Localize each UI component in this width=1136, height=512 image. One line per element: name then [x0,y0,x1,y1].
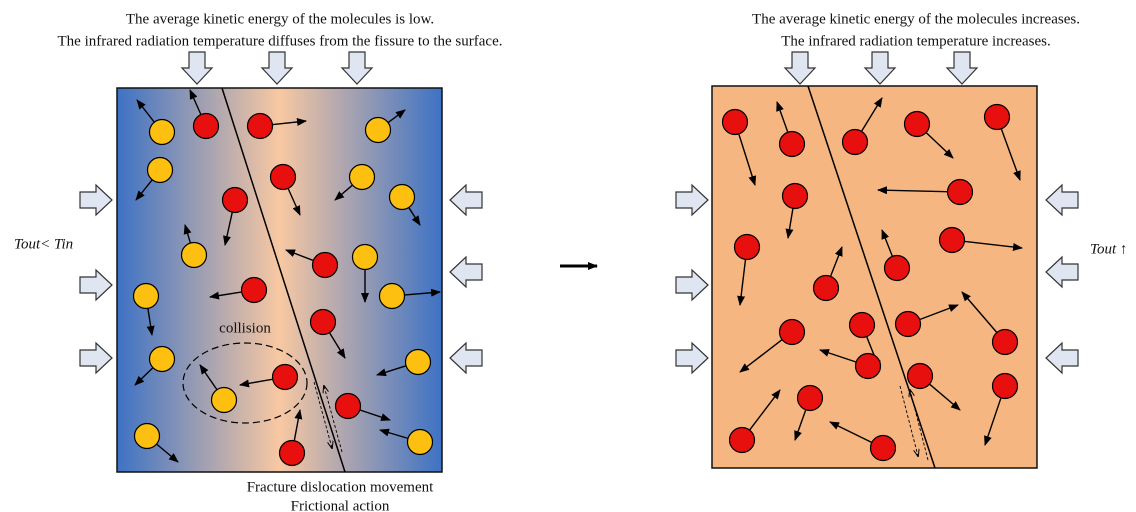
cool-molecule [406,350,431,375]
cool-molecule [212,388,237,413]
cool-molecule [182,243,207,268]
hot-molecule [336,394,361,419]
hot-molecule [735,235,760,260]
hot-molecule [273,365,298,390]
hot-molecule [280,441,305,466]
cool-molecule [408,430,433,455]
left-box [117,88,442,472]
fracture-caption: Fracture dislocation movement [247,479,434,495]
hot-molecule [723,110,748,135]
cool-molecule [150,347,175,372]
cool-molecule [366,118,391,143]
hot-molecule [843,130,868,155]
cool-molecule [350,165,375,190]
hot-molecule [313,253,338,278]
cool-molecule [150,120,175,145]
hot-molecule [993,330,1018,355]
caption: The infrared radiation temperature diffu… [58,33,503,49]
cool-molecule [353,245,378,270]
hot-molecule [311,310,336,335]
hot-molecule [856,354,881,379]
hot-molecule [730,428,755,453]
hot-molecule [780,320,805,345]
hot-molecule [985,105,1010,130]
caption: The average kinetic energy of the molecu… [752,11,1080,27]
cool-molecule [390,185,415,210]
hot-molecule [194,114,219,139]
hot-molecule [783,184,808,209]
hot-molecule [896,312,921,337]
diagram: The average kinetic energy of the molecu… [0,0,1136,512]
hot-molecule [798,386,823,411]
hot-molecule [248,114,273,139]
hot-molecule [223,188,248,213]
cool-molecule [380,284,405,309]
hot-molecule [993,374,1018,399]
hot-molecule [885,256,910,281]
hot-molecule [850,313,875,338]
hot-molecule [814,276,839,301]
cool-molecule [135,424,160,449]
side-label: Tout< Tin [14,236,73,252]
hot-molecule [242,278,267,303]
fracture-caption: Frictional action [291,498,390,512]
hot-molecule [271,165,296,190]
hot-molecule [871,436,896,461]
hot-molecule [780,132,805,157]
cool-molecule [148,158,173,183]
right-box [712,86,1037,468]
caption: The average kinetic energy of the molecu… [126,11,434,27]
hot-molecule [908,364,933,389]
hot-molecule [905,112,930,137]
collision-label: collision [219,320,271,336]
side-label: Tout ↑ [1090,241,1127,257]
hot-molecule [948,180,973,205]
cool-molecule [134,284,159,309]
hot-molecule [940,228,965,253]
caption: The infrared radiation temperature incre… [781,33,1050,49]
